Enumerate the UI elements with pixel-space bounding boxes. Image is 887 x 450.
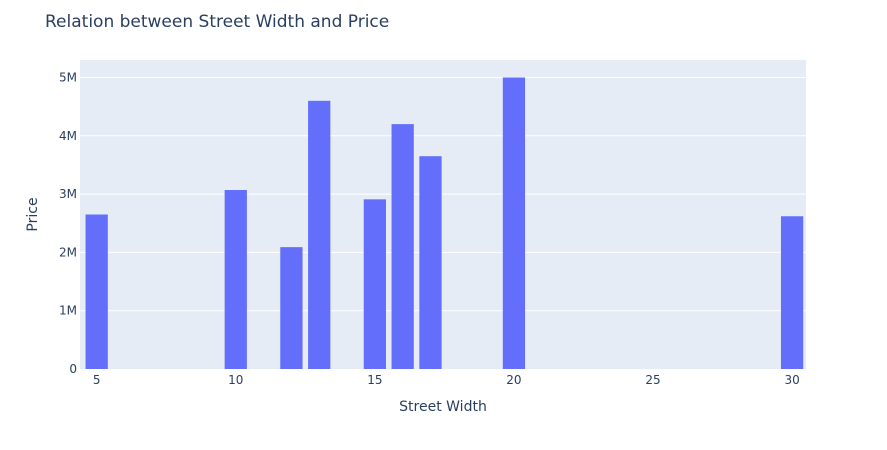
y-tick-label: 1M [59, 304, 77, 318]
x-tick-label: 10 [228, 373, 243, 387]
chart-title: Relation between Street Width and Price [45, 12, 390, 32]
bar[interactable] [363, 199, 386, 369]
bar[interactable] [85, 214, 108, 370]
x-axis-ticks: 5 10 15 20 25 30 [93, 373, 800, 387]
bar[interactable] [419, 156, 442, 369]
bar[interactable] [280, 247, 303, 369]
y-tick-label: 0 [69, 362, 77, 376]
bar[interactable] [224, 190, 247, 369]
y-tick-label: 4M [59, 129, 77, 143]
y-tick-label: 5M [59, 70, 77, 84]
y-axis-title: Price [25, 197, 41, 231]
bar[interactable] [780, 216, 804, 369]
x-tick-label: 15 [367, 373, 382, 387]
y-tick-label: 3M [59, 187, 77, 201]
plot-background [80, 60, 806, 369]
bar[interactable] [391, 124, 414, 369]
x-tick-label: 20 [506, 373, 521, 387]
x-tick-label: 5 [93, 373, 101, 387]
x-axis-title: Street Width [399, 399, 487, 415]
y-axis-ticks: 0 1M 2M 3M 4M 5M [59, 70, 77, 376]
y-tick-label: 2M [59, 245, 77, 259]
bars [85, 77, 804, 370]
bar[interactable] [502, 77, 526, 369]
bar[interactable] [308, 100, 331, 370]
x-tick-label: 25 [645, 373, 660, 387]
grid-lines [80, 76, 806, 312]
x-tick-label: 30 [784, 373, 799, 387]
